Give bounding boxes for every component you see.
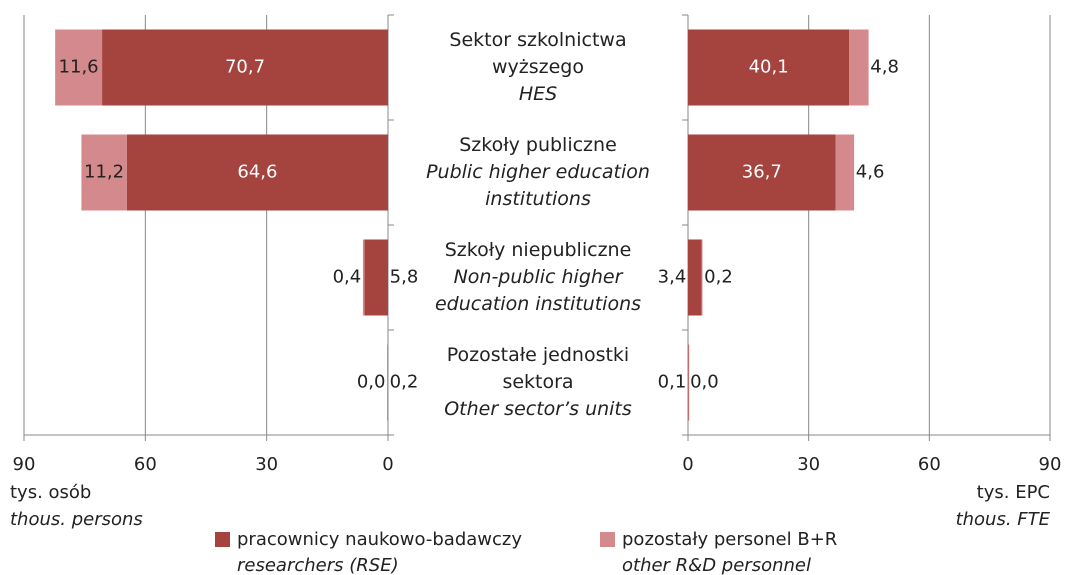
x-tick-label: 60 (134, 454, 157, 475)
category-label: Szkoły niepubliczne Non-public higher edu… (413, 225, 663, 330)
x-tick-label: 0 (382, 454, 393, 475)
legend-label-en: other R&D personnel (622, 555, 811, 575)
data-label: 0,1 (658, 372, 687, 393)
bar (701, 239, 703, 316)
data-label: 70,7 (225, 57, 265, 78)
data-label: 4,6 (856, 162, 885, 183)
bar (387, 344, 388, 421)
data-label: 11,2 (84, 162, 124, 183)
bar (688, 344, 689, 421)
x-tick-label: 60 (918, 454, 941, 475)
bar (126, 134, 389, 211)
data-label: 11,6 (59, 57, 99, 78)
data-label: 4,8 (870, 57, 899, 78)
x-axis-label: tys. osób (10, 482, 91, 503)
x-axis-label: tys. EPC (977, 482, 1050, 503)
bar (362, 239, 365, 316)
data-label: 0,2 (390, 372, 419, 393)
bar (364, 239, 388, 316)
category-name: Szkoły niepubliczne (444, 239, 632, 261)
category-name-en: Non-public higher education institutions (434, 266, 642, 315)
legend-label-en: researchers (RSE) (237, 555, 399, 575)
legend-label: pracownicy naukowo-badawczy (237, 529, 522, 550)
bar (688, 134, 836, 211)
data-label: 0,0 (357, 372, 386, 393)
category-name-en: HES (518, 83, 558, 105)
category-name: Sektor szkolnictwa wyższego (449, 29, 627, 78)
x-tick-label: 30 (255, 454, 278, 475)
data-label: 64,6 (237, 162, 277, 183)
data-label: 0,2 (704, 267, 733, 288)
x-tick-label: 90 (1039, 454, 1062, 475)
category-label: Sektor szkolnictwa wyższego HES (413, 15, 663, 120)
x-axis-label-en: thous. persons (10, 509, 143, 530)
x-tick-label: 90 (13, 454, 36, 475)
legend-swatch (600, 532, 615, 547)
legend-swatch (215, 532, 230, 547)
bar (688, 344, 690, 421)
data-label: 5,8 (390, 267, 419, 288)
legend-label: pozostały personel B+R (622, 529, 837, 550)
data-label: 3,4 (658, 267, 687, 288)
bar (835, 134, 855, 211)
x-tick-label: 30 (797, 454, 820, 475)
x-tick-label: 0 (682, 454, 693, 475)
bar (102, 29, 389, 106)
category-name-en: Public higher education institutions (426, 161, 650, 210)
data-label: 0,0 (690, 372, 719, 393)
bar (55, 29, 103, 106)
data-label: 0,4 (333, 267, 362, 288)
bar (849, 29, 869, 106)
category-name: Pozostałe jednostki sektora (446, 344, 630, 393)
category-name: Szkoły publiczne (459, 134, 617, 156)
data-label: 36,7 (742, 162, 782, 183)
category-label: Pozostałe jednostki sektora Other sector’… (413, 330, 663, 435)
bar (81, 134, 127, 211)
data-label: 40,1 (749, 57, 789, 78)
category-label: Szkoły publiczne Public higher education … (413, 120, 663, 225)
x-axis-label-en: thous. FTE (956, 509, 1051, 530)
category-name-en: Other sector’s units (444, 398, 632, 420)
bar (688, 239, 702, 316)
bar (688, 29, 850, 106)
